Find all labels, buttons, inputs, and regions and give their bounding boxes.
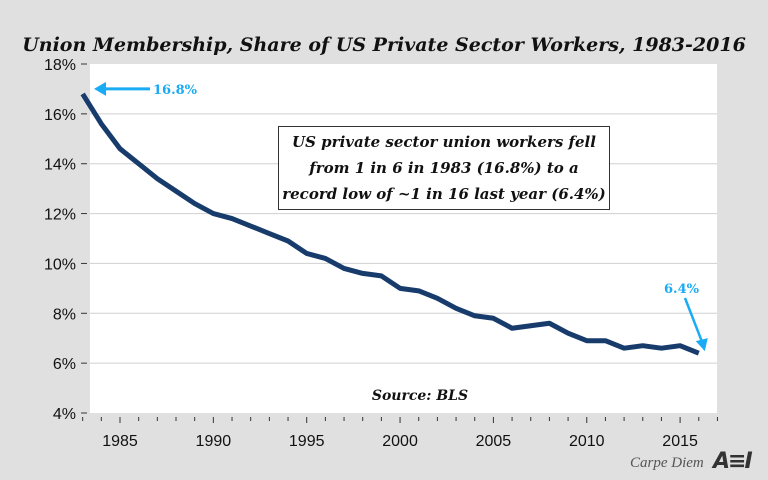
brand-text: Carpe Diem	[630, 455, 704, 471]
y-tick-label: 18%	[44, 57, 76, 74]
note-line: record low of ~1 in 16 last year (6.4%)	[282, 185, 606, 203]
source-label: Source: BLS	[371, 388, 469, 404]
end-arrowhead	[695, 338, 708, 352]
x-tick-label: 2010	[569, 433, 605, 450]
x-tick-label: 2000	[382, 433, 418, 450]
end-label: 6.4%	[664, 282, 700, 297]
aei-logo: A≡I	[713, 449, 753, 474]
y-tick-label: 14%	[44, 157, 76, 174]
y-tick-label: 8%	[53, 306, 76, 323]
x-tick-label: 1990	[196, 433, 232, 450]
series-line	[80, 92, 700, 356]
plot-area	[90, 64, 717, 413]
x-tick-label: 1985	[102, 433, 138, 450]
y-tick-label: 6%	[53, 356, 76, 373]
y-tick-label: 12%	[44, 207, 76, 224]
y-tick-label: 10%	[44, 256, 76, 273]
start-arrowhead	[94, 81, 106, 96]
x-tick-label: 2015	[662, 433, 698, 450]
end-arrow	[683, 297, 703, 342]
start-label: 16.8%	[153, 83, 198, 98]
note-line: US private sector union workers fell	[292, 133, 596, 151]
x-tick-label: 1995	[289, 433, 325, 450]
note-line: from 1 in 6 in 1983 (16.8%) to a	[309, 159, 579, 177]
x-tick-label: 2005	[476, 433, 512, 450]
chart-title: Union Membership, Share of US Private Se…	[22, 34, 746, 56]
y-tick-label: 4%	[53, 406, 76, 423]
annotation-box: US private sector union workers fell fro…	[278, 126, 610, 210]
y-tick-label: 16%	[44, 107, 76, 124]
